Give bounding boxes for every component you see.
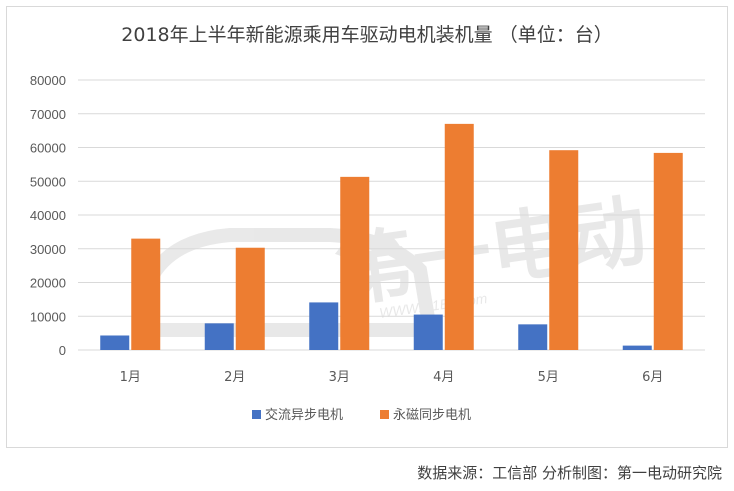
- legend: 交流异步电机 永磁同步电机: [252, 407, 471, 423]
- y-tick-label: 10000: [30, 309, 66, 324]
- y-tick-label: 80000: [30, 73, 66, 88]
- bar-async-5: [518, 324, 548, 350]
- legend-label: 永磁同步电机: [393, 408, 471, 423]
- bar-async-1: [100, 335, 130, 350]
- bars: [100, 123, 683, 350]
- y-tick-label: 30000: [30, 242, 66, 257]
- bar-pmsm-3: [340, 176, 370, 350]
- y-tick-label: 20000: [30, 276, 66, 291]
- bar-async-2: [204, 323, 234, 350]
- bar-pmsm-4: [444, 123, 474, 350]
- y-tick-label: 70000: [30, 107, 66, 122]
- legend-swatch: [380, 410, 389, 419]
- bar-pmsm-6: [653, 152, 683, 350]
- source-note: 数据来源：工信部 分析制图：第一电动研究院: [417, 464, 722, 482]
- x-tick-label: 3月: [329, 370, 350, 385]
- y-tick-label: 60000: [30, 141, 66, 156]
- bar-async-6: [622, 345, 652, 350]
- y-tick-label: 40000: [30, 208, 66, 223]
- bar-pmsm-2: [235, 247, 265, 350]
- gridlines: [78, 79, 705, 351]
- y-tick-label: 50000: [30, 174, 66, 189]
- x-tick-label: 4月: [433, 370, 454, 385]
- x-tick-label: 6月: [642, 370, 663, 385]
- legend-swatch: [252, 410, 261, 419]
- y-axis: 0 10000 20000 30000 40000 50000 60000 70000 8000…: [30, 73, 66, 358]
- bar-async-4: [413, 314, 443, 350]
- svg-text:第一电动: 第一电动: [330, 186, 652, 319]
- y-tick-label: 0: [59, 343, 66, 358]
- x-axis: 1月 2月 3月 4月 5月 6月: [120, 370, 664, 385]
- bar-pmsm-5: [549, 150, 579, 350]
- x-tick-label: 5月: [538, 370, 559, 385]
- legend-label: 交流异步电机: [265, 407, 343, 423]
- chart-title: 2018年上半年新能源乘用车驱动电机装机量 （单位：台）: [121, 24, 613, 46]
- bar-async-3: [309, 302, 339, 350]
- x-tick-label: 1月: [120, 370, 141, 385]
- x-tick-label: 2月: [224, 370, 245, 385]
- bar-pmsm-1: [131, 238, 161, 350]
